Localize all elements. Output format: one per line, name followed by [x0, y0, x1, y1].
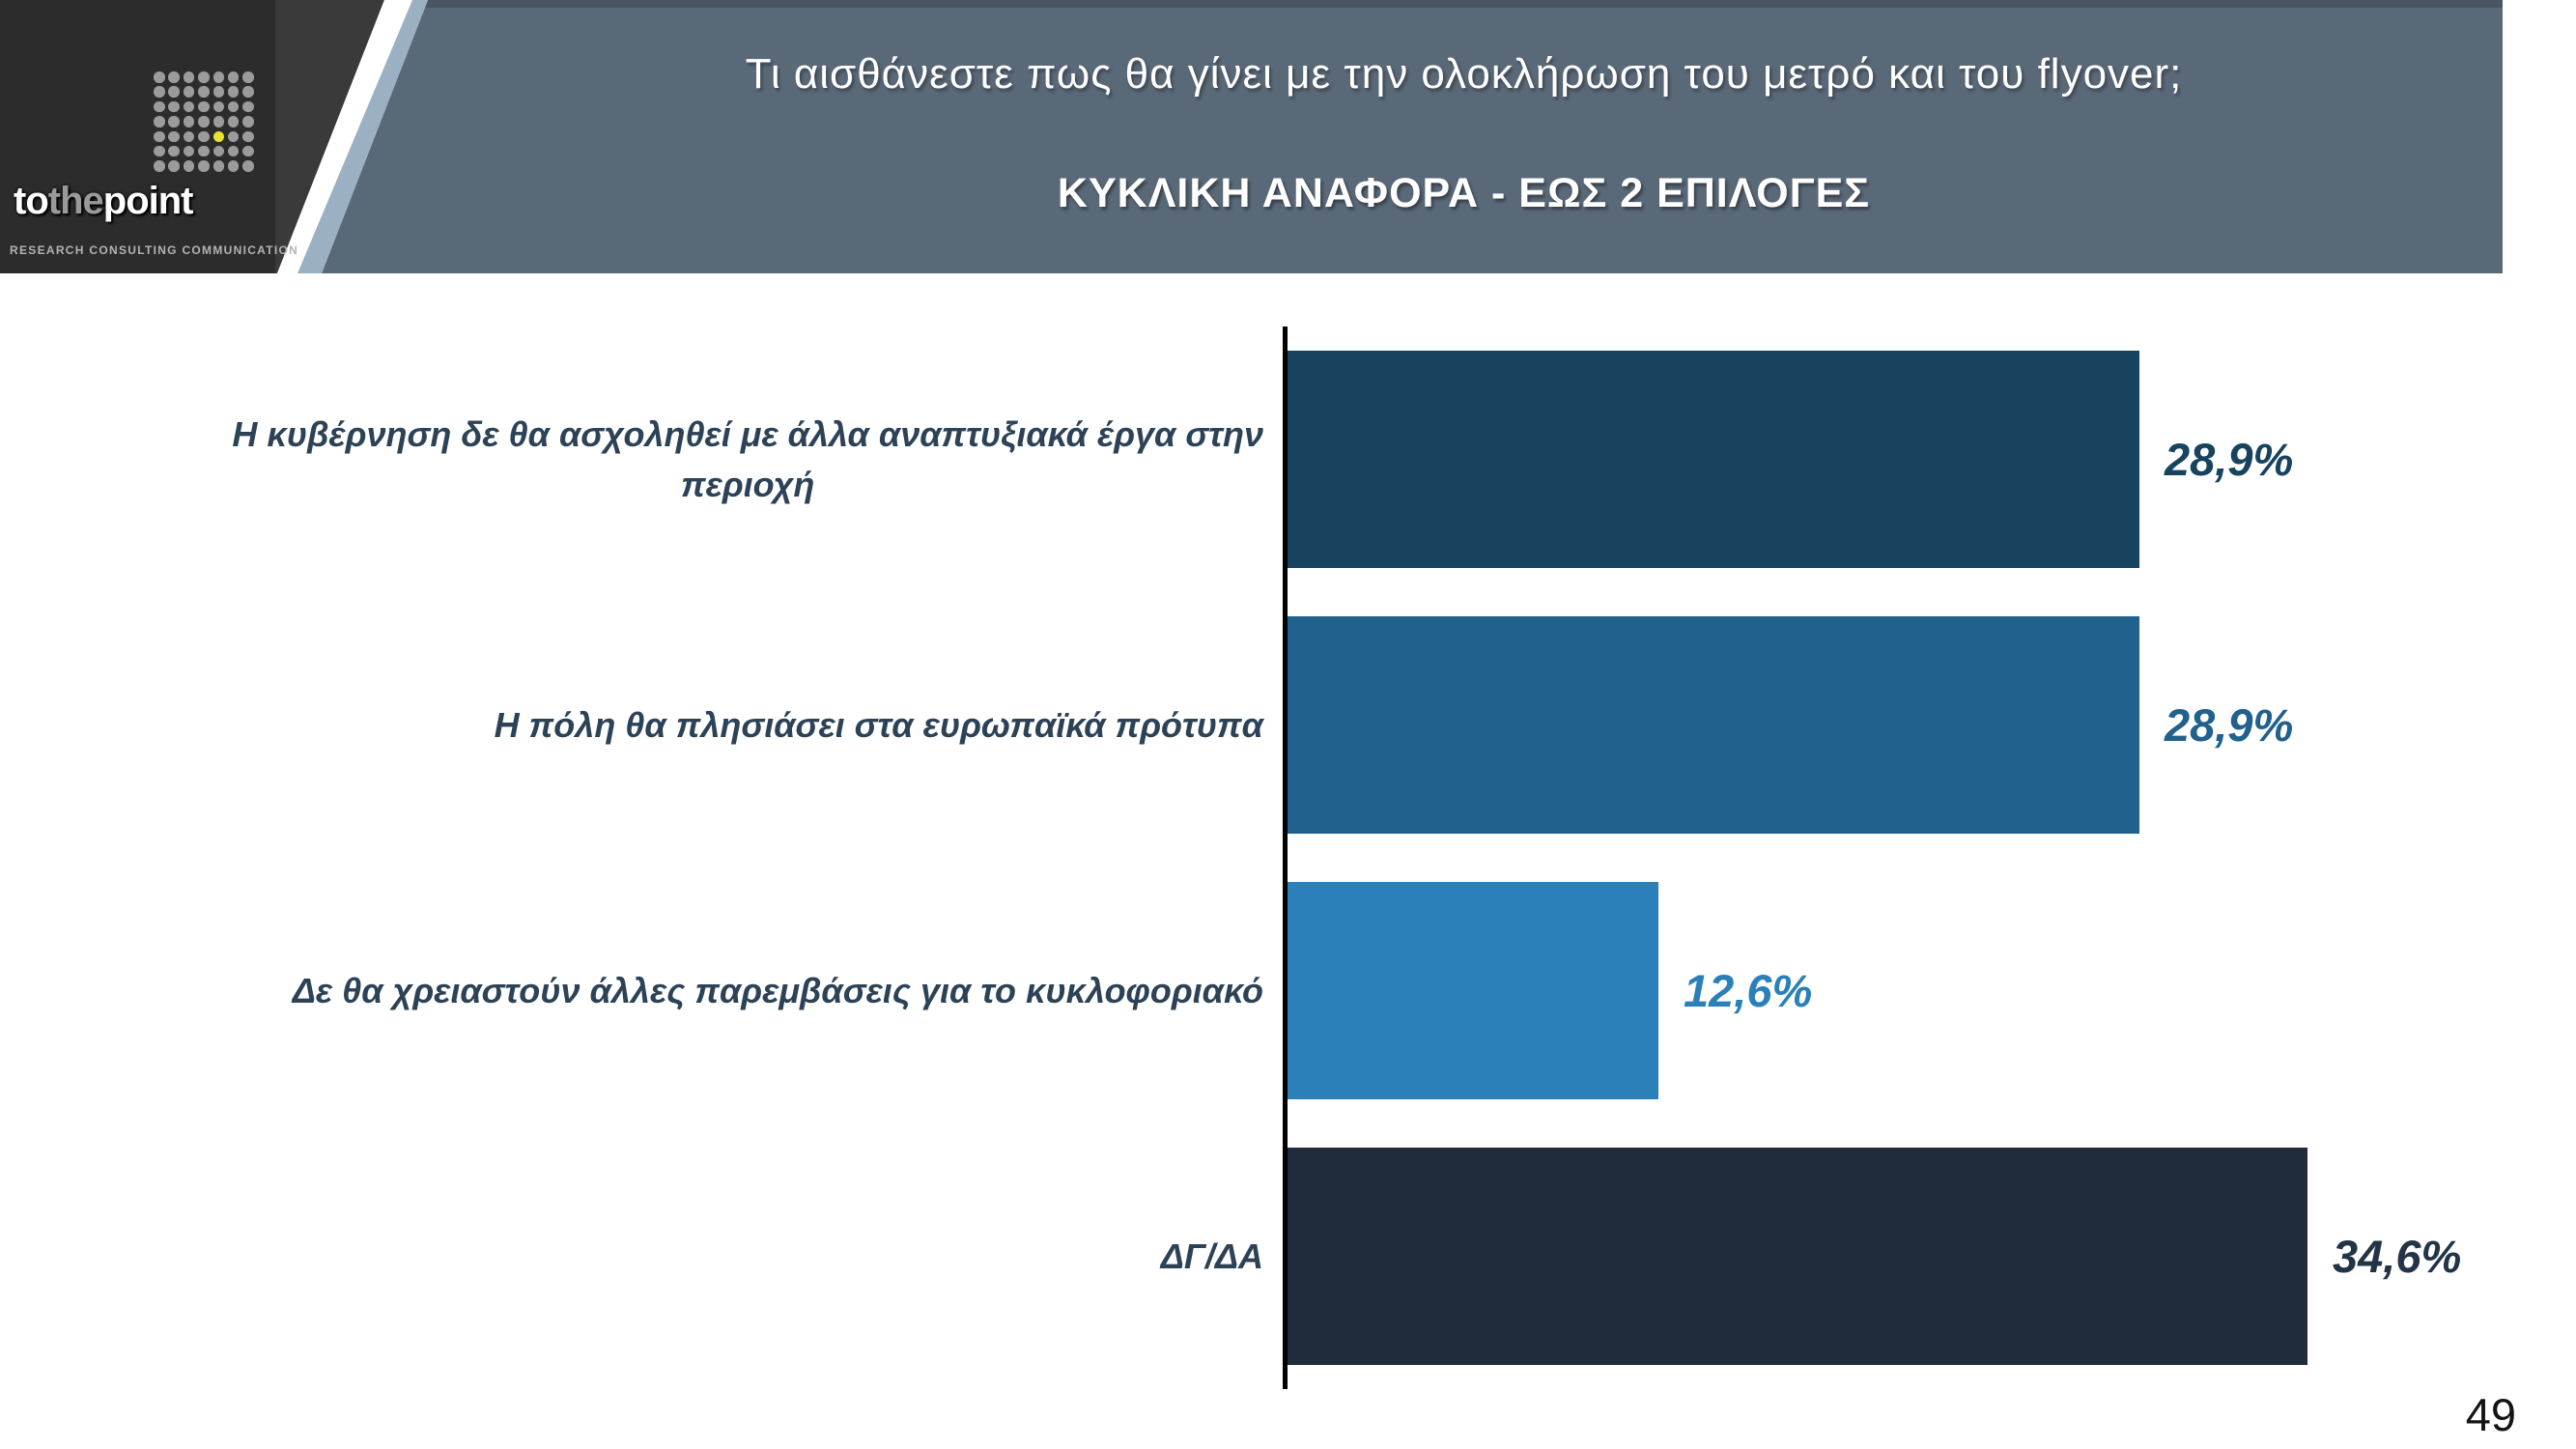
- banner-top-edge: [322, 0, 2503, 8]
- logo-word-the: the: [47, 180, 104, 222]
- logo-dot: [227, 100, 240, 113]
- chart-y-axis-line: [1283, 327, 1288, 1389]
- page-number: 49: [2465, 1389, 2516, 1440]
- logo-dot: [198, 130, 210, 143]
- bar-segment: [1288, 882, 1658, 1099]
- logo-tagline: RESEARCH CONSULTING COMMUNICATION: [10, 243, 299, 257]
- logo-dot: [198, 145, 210, 157]
- logo-dot: [168, 100, 180, 113]
- logo-dot: [242, 100, 254, 113]
- value-label: 34,6%: [2333, 1231, 2462, 1282]
- logo-dot: [242, 71, 254, 83]
- logo-dot: [183, 71, 195, 83]
- category-label: Η κυβέρνηση δε θα ασχοληθεί με άλλα αναπ…: [232, 410, 1263, 508]
- logo-dot: [183, 145, 195, 157]
- logo-dot: [183, 116, 195, 128]
- logo-dot: [183, 100, 195, 113]
- slide-title: Τι αισθάνεστε πως θα γίνει με την ολοκλή…: [745, 50, 2183, 98]
- logo-dot: [198, 71, 210, 83]
- bar-segment: [1288, 1148, 2307, 1365]
- logo-dot: [198, 100, 210, 113]
- logo-dot: [212, 100, 225, 113]
- logo-dot: [227, 160, 240, 172]
- logo-dot: [154, 86, 165, 98]
- logo-dot: [154, 71, 165, 83]
- logo-dot: [168, 86, 180, 98]
- logo-dot: [212, 145, 225, 157]
- logo-dot: [212, 160, 225, 172]
- logo-dot: [242, 116, 254, 128]
- category-label-line: Δε θα χρειαστούν άλλες παρεμβάσεις για τ…: [292, 970, 1263, 1010]
- logo-wordmark: tothepoint: [14, 180, 193, 223]
- chart-row: Η πόλη θα πλησιάσει στα ευρωπαϊκά πρότυπ…: [68, 592, 2511, 858]
- logo-dot: [227, 71, 240, 83]
- logo-panel: tothepoint RESEARCH CONSULTING COMMUNICA…: [0, 0, 299, 273]
- logo-dot: [212, 86, 225, 98]
- logo-dot: [242, 86, 254, 98]
- logo-dot: [168, 160, 180, 172]
- logo-word-point: point: [102, 180, 194, 222]
- header: Τι αισθάνεστε πως θα γίνει με την ολοκλή…: [0, 0, 2576, 273]
- category-label: Η πόλη θα πλησιάσει στα ευρωπαϊκά πρότυπ…: [495, 700, 1263, 750]
- category-label: Δε θα χρειαστούν άλλες παρεμβάσεις για τ…: [293, 966, 1263, 1015]
- logo-dot: [212, 71, 225, 83]
- bar-segment: [1288, 616, 2139, 834]
- logo-dot: [168, 130, 180, 143]
- category-label: ΔΓ/ΔΑ: [1161, 1232, 1263, 1281]
- logo-dot: [154, 116, 165, 128]
- logo-dot: [198, 160, 210, 172]
- logo-dot: [183, 160, 195, 172]
- category-label-line: Η κυβέρνηση δε θα ασχοληθεί με άλλα αναπ…: [232, 414, 1263, 455]
- chart-row: Δε θα χρειαστούν άλλες παρεμβάσεις για τ…: [68, 858, 2511, 1123]
- logo-dot: [154, 145, 165, 157]
- logo-dot: [198, 86, 210, 98]
- category-label-line: περιοχή: [680, 464, 815, 504]
- chart-row: ΔΓ/ΔΑ 34,6%: [68, 1123, 2511, 1389]
- logo-dot: [212, 116, 225, 128]
- chart-row: Η κυβέρνηση δε θα ασχοληθεί με άλλα αναπ…: [68, 327, 2511, 592]
- logo-dot: [168, 71, 180, 83]
- header-banner: [322, 0, 2503, 273]
- bar-segment: [1288, 351, 2139, 568]
- header-titles: Τι αισθάνεστε πως θα γίνει με την ολοκλή…: [444, 0, 2483, 273]
- logo-dot: [154, 160, 165, 172]
- bar-chart: Η κυβέρνηση δε θα ασχοληθεί με άλλα αναπ…: [68, 327, 2511, 1389]
- category-label-line: ΔΓ/ΔΑ: [1160, 1236, 1263, 1276]
- logo-dot: [242, 130, 254, 143]
- logo-dot: [242, 145, 254, 157]
- logo-dot: [227, 130, 240, 143]
- category-label-line: Η πόλη θα πλησιάσει στα ευρωπαϊκά πρότυπ…: [494, 704, 1263, 745]
- logo-dot: [242, 160, 254, 172]
- logo-dot: [154, 130, 165, 143]
- logo-dot: [168, 116, 180, 128]
- logo-dot: [168, 145, 180, 157]
- logo-dot: [227, 86, 240, 98]
- logo-accent-dot: [212, 130, 225, 143]
- logo-dot-grid-icon: [154, 71, 258, 176]
- value-label: 12,6%: [1684, 965, 1813, 1016]
- logo-dot: [183, 130, 195, 143]
- value-label: 28,9%: [2165, 699, 2294, 751]
- logo-dot: [227, 145, 240, 157]
- logo-dot: [154, 100, 165, 113]
- slide-subtitle: ΚΥΚΛΙΚΗ ΑΝΑΦΟΡΑ - ΕΩΣ 2 ΕΠΙΛΟΓΕΣ: [1057, 170, 1871, 216]
- logo-dot: [227, 116, 240, 128]
- value-label: 28,9%: [2165, 434, 2294, 485]
- logo-dot: [183, 86, 195, 98]
- logo-dot: [198, 116, 210, 128]
- logo-word-to: to: [14, 180, 49, 222]
